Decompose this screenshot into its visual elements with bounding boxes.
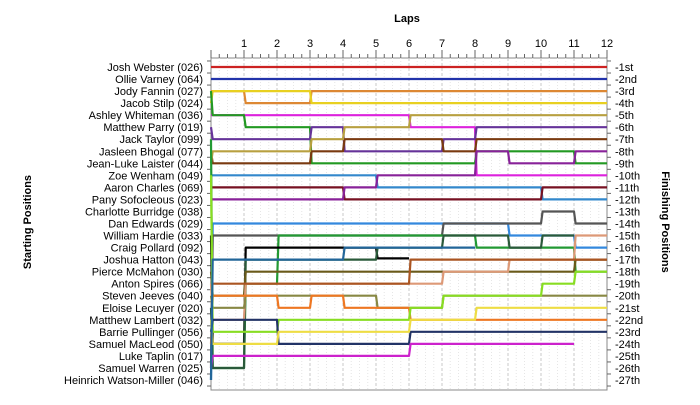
starting-driver-label: Jasleen Bhogal (077)	[99, 146, 203, 158]
series-line-12	[211, 150, 607, 201]
right-axis-label: Finishing Positions	[659, 171, 671, 272]
starting-driver-label: Dan Edwards (029)	[108, 219, 203, 231]
finishing-position-label: -14th	[615, 219, 640, 231]
series-line-4	[209, 89, 607, 105]
series-line-25	[209, 306, 607, 345]
finishing-position-label: -7th	[615, 134, 634, 146]
starting-driver-label: Jody Fannin (027)	[114, 86, 203, 98]
starting-driver-label: Charlotte Burridge (038)	[85, 206, 203, 218]
lap-number-label: 4	[340, 38, 346, 50]
finishing-position-label: -12th	[615, 194, 640, 206]
finishing-position-label: -15th	[615, 231, 640, 243]
starting-driver-label: Jean-Luke Laister (044)	[87, 158, 203, 170]
finishing-position-label: -1st	[615, 62, 633, 74]
finishing-position-label: -17th	[615, 255, 640, 267]
starting-driver-label: Eloise Lecuyer (020)	[102, 303, 203, 315]
starting-driver-label: Josh Webster (026)	[107, 62, 203, 74]
finishing-position-label: -24th	[615, 339, 640, 351]
lap-number-label: 1	[241, 38, 247, 50]
series-line-5	[211, 114, 607, 177]
starting-driver-label: William Hardie (033)	[103, 231, 203, 243]
series-line-8	[209, 138, 607, 165]
series-line-7	[209, 126, 607, 153]
finishing-position-label: -8th	[615, 146, 634, 158]
finishing-position-label: -4th	[615, 98, 634, 110]
starting-driver-label: Zoe Wenham (049)	[108, 170, 203, 182]
position-lines	[209, 65, 607, 381]
finishing-position-label: -18th	[615, 267, 640, 279]
series-line-24	[209, 318, 607, 345]
series-line-11	[211, 186, 607, 201]
starting-driver-label: Craig Pollard (092)	[111, 243, 203, 255]
starting-driver-label: Heinrich Watson-Miller (046)	[64, 375, 203, 387]
lap-number-label: 3	[307, 38, 313, 50]
finishing-position-label: -21st	[615, 303, 639, 315]
series-line-3	[211, 89, 607, 105]
starting-driver-label: Samuel MacLeod (050)	[89, 339, 203, 351]
lap-number-label: 5	[373, 38, 379, 50]
finishing-position-label: -16th	[615, 243, 640, 255]
finishing-position-label: -9th	[615, 158, 634, 170]
starting-driver-label: Anton Spires (066)	[111, 279, 203, 291]
lap-number-label: 9	[505, 38, 511, 50]
starting-driver-label: Steven Jeeves (040)	[102, 291, 203, 303]
series-line-6	[209, 91, 607, 165]
lap-number-label: 11	[568, 38, 579, 50]
chart-title: Laps	[394, 13, 420, 25]
starting-driver-label: Pierce McMahon (030)	[92, 267, 203, 279]
finishing-position-label: -11th	[615, 182, 639, 194]
lap-number-label: 8	[472, 38, 478, 50]
finishing-position-label: -2nd	[615, 74, 637, 86]
starting-driver-label: Samuel Warren (025)	[98, 363, 203, 375]
finishing-position-label: -19th	[615, 279, 640, 291]
starting-driver-label: Jacob Stilp (024)	[120, 98, 203, 110]
series-line-13	[209, 222, 607, 381]
starting-position-labels: Josh Webster (026)Ollie Varney (064)Jody…	[64, 62, 203, 387]
starting-driver-label: Joshua Hatton (043)	[103, 255, 203, 267]
lap-number-label: 2	[274, 38, 280, 50]
finishing-position-label: -10th	[615, 170, 640, 182]
series-line-9	[209, 114, 607, 164]
finishing-position-label: -3rd	[615, 86, 635, 98]
lap-tick-labels: 1 2 3 4 5 6 7 8 9 10 11 12	[241, 38, 613, 50]
starting-driver-label: Jack Taylor (099)	[119, 134, 203, 146]
series-line-22	[209, 294, 607, 344]
starting-driver-label: Matthew Parry (019)	[103, 122, 203, 134]
starting-driver-label: Matthew Lambert (032)	[89, 315, 203, 327]
starting-driver-label: Barrie Pullinger (056)	[99, 327, 203, 339]
starting-driver-label: Pany Sofocleous (023)	[92, 194, 203, 206]
finishing-position-label: -25th	[615, 351, 640, 363]
series-line-20	[211, 258, 607, 285]
finishing-position-labels: -1st-2nd-3rd-4th-5th-6th-7th-8th-9th-10t…	[615, 62, 643, 387]
finishing-position-label: -13th	[615, 206, 640, 218]
starting-driver-label: Aaron Charles (069)	[104, 182, 203, 194]
left-axis-label: Starting Positions	[22, 175, 34, 269]
finishing-position-label: -22nd	[615, 315, 643, 327]
finishing-position-label: -23rd	[615, 327, 641, 339]
finishing-position-label: -5th	[615, 110, 634, 122]
series-line-26	[209, 342, 574, 369]
finishing-position-label: -26th	[615, 363, 640, 375]
finishing-position-label: -27th	[615, 375, 640, 387]
lap-number-label: 10	[535, 38, 547, 50]
finishing-position-label: -6th	[615, 122, 634, 134]
finishing-position-label: -20th	[615, 291, 640, 303]
series-line-27	[209, 246, 475, 381]
starting-driver-label: Luke Taplin (017)	[119, 351, 203, 363]
starting-driver-label: Ashley Whiteman (036)	[89, 110, 203, 122]
series-line-10	[211, 174, 607, 201]
starting-driver-label: Ollie Varney (064)	[115, 74, 203, 86]
lap-number-label: 7	[439, 38, 445, 50]
lap-number-label: 12	[601, 38, 613, 50]
lap-number-label: 6	[406, 38, 412, 50]
